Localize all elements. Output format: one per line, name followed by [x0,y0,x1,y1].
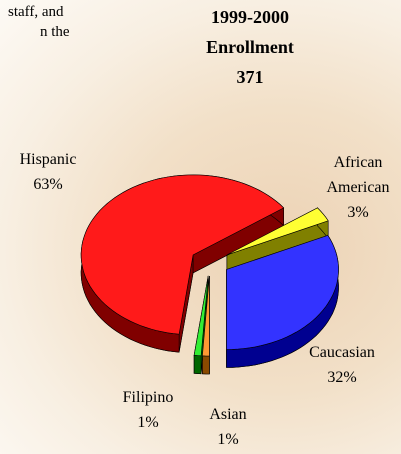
chart-title: 371 [236,67,264,87]
slice [80,174,285,335]
value-label: 63% [33,176,63,193]
slice-side [202,355,210,375]
background-text: n the [40,24,70,40]
value-label: 1% [137,414,159,431]
category-label: Hispanic [19,151,77,168]
chart-title: Enrollment [206,37,294,57]
slice-side [193,354,202,375]
category-label: African American [326,154,390,196]
background-text: staff, and [8,4,64,20]
category-label: Asian [209,406,247,423]
category-label: Caucasian [309,344,375,361]
value-label: 1% [217,431,239,448]
slice [193,275,209,357]
chart-title: 1999-2000 [211,7,289,27]
slice [226,207,329,256]
value-label: 3% [347,204,369,221]
slice [226,235,339,350]
value-label: 32% [327,369,357,386]
category-label: Filipino [122,389,174,406]
slice [202,275,210,357]
